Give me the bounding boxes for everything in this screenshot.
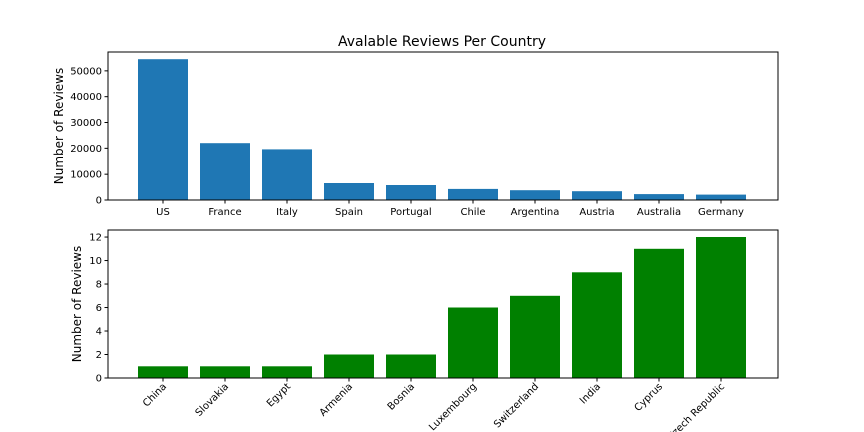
top-chart-bar	[386, 185, 436, 200]
top-chart-bar	[324, 183, 374, 200]
bottom-chart-bar	[696, 237, 746, 378]
bottom-chart-panel: Number of Reviews China Slovakia Egypt Arme…	[70, 229, 779, 432]
bottom-chart-ytick-label: 6	[96, 303, 102, 314]
top-chart-ytick-label: 30000	[70, 118, 102, 129]
top-chart-ytick-label: 20000	[70, 144, 102, 155]
top-chart-bar	[262, 149, 312, 200]
top-chart-bar	[572, 191, 622, 200]
top-chart-panel: Avalable Reviews Per Country Number of R…	[52, 34, 779, 218]
top-chart-xtick-label: Portugal	[390, 207, 431, 218]
top-chart-xtick-label: US	[156, 207, 170, 218]
top-chart-ytick-label: 40000	[70, 92, 102, 103]
bottom-chart-bar	[262, 366, 312, 378]
top-chart-xtick-label: Spain	[335, 207, 363, 218]
bottom-chart-xtick-label: Luxembourg	[427, 381, 479, 432]
bottom-chart-ytick-label: 4	[96, 327, 102, 338]
bottom-chart-bar	[138, 366, 188, 378]
bottom-chart-xtick-label: China	[141, 381, 169, 409]
top-chart-xtick-label: Australia	[637, 207, 681, 218]
top-chart-xtick-label: Austria	[579, 207, 614, 218]
top-chart-bar	[696, 194, 746, 200]
bottom-chart-ytick-label: 10	[89, 256, 102, 267]
top-chart-bar	[138, 59, 188, 201]
top-chart-ytick-label: 50000	[70, 66, 102, 77]
bottom-chart-xtick-label: Cyprus	[633, 381, 665, 413]
top-chart-bar	[510, 190, 560, 200]
top-chart-xtick-label: Germany	[698, 207, 744, 218]
bottom-chart-bar	[448, 307, 498, 378]
bottom-chart-ytick-label: 12	[89, 233, 102, 244]
top-chart-ticks: US France Italy Spain Portugal Chile Argentina…	[70, 66, 744, 218]
bottom-chart-bar	[200, 366, 250, 378]
top-chart-axes-frame	[107, 51, 779, 201]
top-chart-xtick-label: Chile	[460, 207, 485, 218]
bottom-chart-xtick-label: Egypt	[265, 381, 293, 409]
bottom-chart-ytick-label: 0	[96, 374, 102, 385]
top-chart-xtick-label: France	[208, 207, 241, 218]
bottom-chart-xtick-label: Bosnia	[386, 381, 417, 412]
top-chart-ylabel: Number of Reviews	[52, 68, 66, 184]
bottom-chart-xtick-label: Switzerland	[492, 381, 541, 430]
bottom-chart-ytick-label: 2	[96, 350, 102, 361]
bottom-chart-ytick-label: 8	[96, 280, 102, 291]
bottom-chart-xtick-label: Armenia	[318, 381, 355, 418]
top-chart-ytick-label: 0	[96, 196, 102, 207]
top-chart-xtick-label: Argentina	[511, 207, 560, 218]
top-chart-bars	[138, 59, 746, 201]
top-chart-bar	[200, 143, 250, 200]
bottom-chart-xtick-label: India	[578, 381, 603, 406]
top-chart-title: Avalable Reviews Per Country	[338, 34, 546, 50]
bottom-chart-bar	[510, 295, 560, 378]
bottom-chart-bar	[324, 354, 374, 378]
bottom-chart-bar	[634, 248, 684, 378]
bottom-chart-ylabel: Number of Reviews	[70, 246, 84, 362]
top-chart-bar	[448, 188, 498, 200]
top-chart-ytick-label: 10000	[70, 170, 102, 181]
bottom-chart-axes-frame	[107, 229, 779, 379]
bottom-chart-xtick-label: Slovakia	[194, 381, 231, 418]
bottom-chart-bars	[138, 237, 746, 378]
top-chart-xtick-label: Italy	[276, 207, 298, 218]
bottom-chart-ticks: China Slovakia Egypt Armenia Bosnia Luxembour…	[89, 233, 727, 432]
bottom-chart-bar	[572, 272, 622, 378]
top-chart-bar	[634, 194, 684, 200]
bottom-chart-xtick-label: Czech Republic	[666, 381, 728, 432]
bottom-chart-bar	[386, 354, 436, 378]
